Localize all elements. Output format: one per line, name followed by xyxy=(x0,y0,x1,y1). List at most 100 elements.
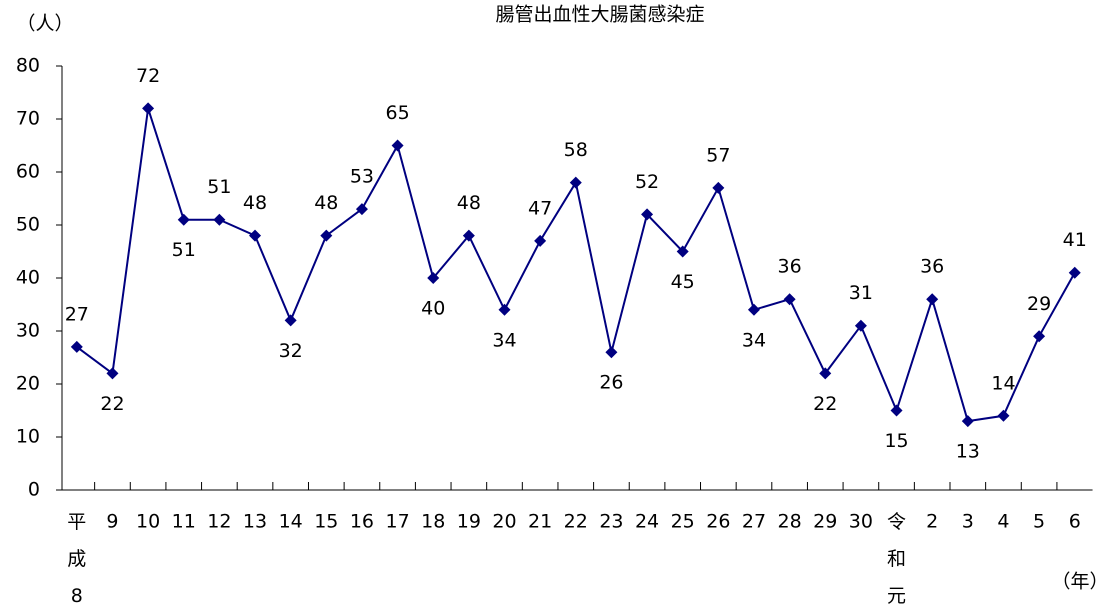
x-tick-label: 22 xyxy=(564,511,588,533)
data-point xyxy=(712,181,725,194)
data-point xyxy=(854,319,867,332)
y-tick-label: 30 xyxy=(16,320,40,342)
x-tick-label: 16 xyxy=(350,511,374,533)
data-point xyxy=(961,415,974,428)
data-point xyxy=(819,367,832,380)
data-label: 57 xyxy=(706,144,730,166)
data-label: 15 xyxy=(884,430,908,452)
x-tick-label: 令和元 xyxy=(887,511,906,607)
data-point xyxy=(427,272,440,284)
data-point xyxy=(70,340,83,353)
data-label: 32 xyxy=(279,340,303,362)
x-tick-label: 25 xyxy=(671,511,695,533)
chart-title: 腸管出血性大腸菌感染症 xyxy=(495,4,704,26)
data-label: 36 xyxy=(920,256,944,278)
y-tick-label: 50 xyxy=(16,214,40,236)
data-point xyxy=(177,213,190,226)
x-tick-label: 24 xyxy=(635,511,659,533)
data-label: 48 xyxy=(314,192,338,214)
x-axis-label: （年） xyxy=(1051,571,1108,593)
x-tick-label: 14 xyxy=(279,511,303,533)
data-label: 34 xyxy=(742,329,766,351)
data-point xyxy=(926,293,939,306)
data-point xyxy=(391,139,404,152)
data-label: 34 xyxy=(492,329,516,351)
x-tick-label: 3 xyxy=(962,511,974,533)
data-label: 29 xyxy=(1027,293,1051,315)
x-tick-label: 21 xyxy=(528,511,552,533)
data-point xyxy=(106,367,119,380)
data-label: 27 xyxy=(65,303,89,325)
data-label: 22 xyxy=(100,393,124,415)
x-tick-label: 15 xyxy=(314,511,338,533)
data-point xyxy=(747,303,760,316)
data-label: 40 xyxy=(421,298,445,320)
y-tick-label: 10 xyxy=(16,426,40,448)
x-tick-label: 20 xyxy=(492,511,516,533)
data-label: 51 xyxy=(207,176,231,198)
x-tick-label: 27 xyxy=(742,511,766,533)
x-tick-label: 12 xyxy=(207,511,231,533)
data-label: 52 xyxy=(635,171,659,193)
x-tick-label: 17 xyxy=(385,511,409,533)
data-label: 47 xyxy=(528,197,552,219)
data-label: 72 xyxy=(136,65,160,87)
data-point xyxy=(462,229,475,242)
x-tick-label: 6 xyxy=(1069,511,1081,533)
data-label: 31 xyxy=(849,282,873,304)
data-label: 65 xyxy=(385,102,409,124)
data-point xyxy=(1068,266,1081,279)
data-point xyxy=(249,229,262,242)
data-label: 41 xyxy=(1063,229,1087,251)
x-tick-label: 23 xyxy=(599,511,623,533)
data-label: 53 xyxy=(350,166,374,188)
data-point xyxy=(569,176,582,189)
data-label: 51 xyxy=(172,239,196,261)
data-label: 14 xyxy=(991,372,1015,394)
data-point xyxy=(142,102,155,115)
x-tick-label: 13 xyxy=(243,511,267,533)
y-tick-label: 40 xyxy=(16,267,40,289)
data-label: 22 xyxy=(813,393,837,415)
x-tick-label: 18 xyxy=(421,511,445,533)
x-tick-label: 5 xyxy=(1033,511,1045,533)
data-point xyxy=(676,245,689,258)
data-label: 48 xyxy=(243,192,267,214)
x-tick-label: 28 xyxy=(778,511,802,533)
data-label: 58 xyxy=(564,139,588,161)
data-point xyxy=(1033,330,1046,343)
data-point xyxy=(890,404,903,417)
data-point xyxy=(320,229,333,242)
data-point xyxy=(213,213,226,226)
y-tick-label: 70 xyxy=(16,108,40,130)
y-tick-label: 0 xyxy=(28,479,40,501)
data-point xyxy=(997,409,1010,422)
x-tick-label: 9 xyxy=(106,511,118,533)
data-label: 13 xyxy=(956,441,980,463)
y-tick-label: 60 xyxy=(16,161,40,183)
x-tick-label: 4 xyxy=(997,511,1009,533)
x-tick-label: 平成 8 xyxy=(67,511,86,607)
x-tick-label: 30 xyxy=(849,511,873,533)
x-tick-label: 11 xyxy=(172,511,196,533)
data-point xyxy=(355,203,368,216)
x-tick-label: 26 xyxy=(706,511,730,533)
data-point xyxy=(641,208,654,221)
x-tick-label: 10 xyxy=(136,511,160,533)
data-point xyxy=(534,234,547,247)
x-tick-label: 19 xyxy=(457,511,481,533)
data-label: 45 xyxy=(671,271,695,293)
data-point xyxy=(605,346,618,359)
data-label: 48 xyxy=(457,192,481,214)
x-tick-label: 29 xyxy=(813,511,837,533)
y-axis-label: （人） xyxy=(16,13,73,35)
data-point xyxy=(498,303,511,316)
data-label: 36 xyxy=(778,256,802,278)
x-tick-label: 2 xyxy=(926,511,938,533)
data-point xyxy=(783,293,796,306)
y-tick-label: 80 xyxy=(16,55,40,77)
data-point xyxy=(284,314,297,327)
data-label: 26 xyxy=(599,372,623,394)
y-tick-label: 20 xyxy=(16,373,40,395)
